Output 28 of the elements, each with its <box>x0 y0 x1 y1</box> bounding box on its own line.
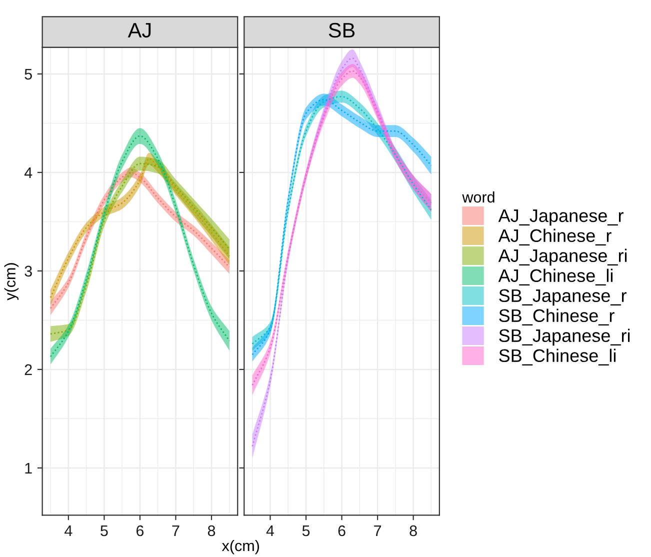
legend-label: SB_Chinese_r <box>499 308 614 326</box>
x-tick-label: 7 <box>374 526 382 536</box>
legend-label: SB_Japanese_r <box>499 289 626 306</box>
legend-label: AJ_Japanese_r <box>498 209 624 226</box>
x-axis-title: x(cm) <box>222 540 260 554</box>
x-tick-label: 5 <box>100 526 108 536</box>
chart-title: SB <box>328 22 355 38</box>
legend-title: word <box>462 191 494 203</box>
x-tick-label: 7 <box>172 526 180 536</box>
y-tick-label: 5 <box>24 68 32 80</box>
y-tick-label: 3 <box>24 266 32 277</box>
y-axis-title: y(cm) <box>4 263 19 300</box>
y-tick-label: 4 <box>24 167 32 178</box>
x-tick-label: 6 <box>136 525 144 536</box>
legend-label: AJ_Chinese_li <box>498 268 612 286</box>
legend-label: SB_Japanese_ri <box>499 328 630 346</box>
x-tick-label: 4 <box>266 526 274 536</box>
x-tick-label: 6 <box>338 525 346 536</box>
x-tick-label: 8 <box>410 525 417 536</box>
y-tick-label: 2 <box>24 364 32 375</box>
chart-title: AJ <box>128 23 151 38</box>
x-tick-label: 5 <box>302 526 310 536</box>
y-tick-label: 1 <box>25 462 32 474</box>
x-tick-label: 8 <box>208 525 216 536</box>
legend-label: SB_Chinese_li <box>499 348 616 366</box>
legend-label: AJ_Japanese_ri <box>498 248 627 266</box>
x-tick-label: 4 <box>64 526 72 536</box>
legend-label: AJ_Chinese_r <box>498 228 612 246</box>
